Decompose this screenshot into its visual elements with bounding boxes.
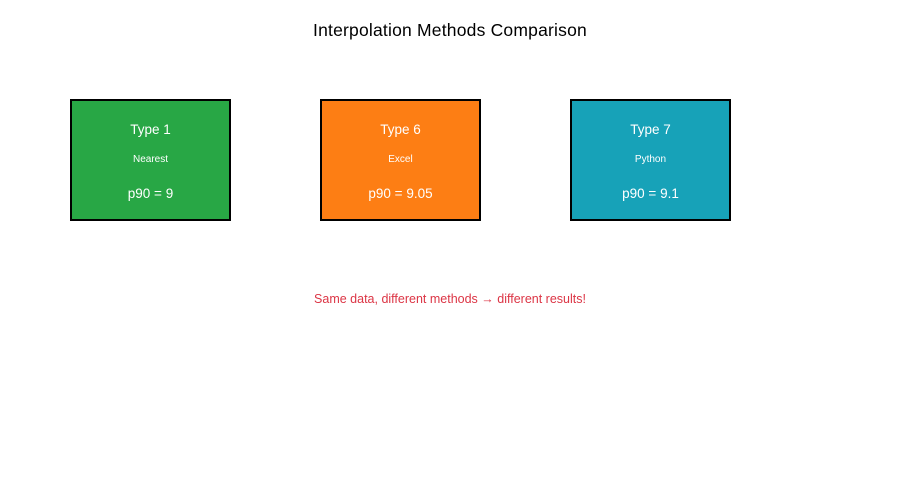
method-box-python: Type 7 Python p90 = 9.1 [570,99,731,221]
box-type-label: Type 1 [130,122,171,137]
box-method-label: Excel [388,154,413,165]
box-method-label: Python [634,154,667,165]
box-result-value: p90 = 9.05 [368,186,433,201]
box-method-label: Nearest [132,154,168,165]
box-type-label: Type 6 [380,122,421,137]
method-box-excel: Type 6 Excel p90 = 9.05 [320,99,481,221]
box-result-value: p90 = 9.1 [622,186,679,201]
method-box-nearest: Type 1 Nearest p90 = 9 [70,99,231,221]
box-type-label: Type 7 [630,122,671,137]
box-result-value: p90 = 9 [127,186,174,201]
figure-title: Interpolation Methods Comparison [313,20,587,40]
annotation-text: Same data, different methods → different… [314,292,586,306]
